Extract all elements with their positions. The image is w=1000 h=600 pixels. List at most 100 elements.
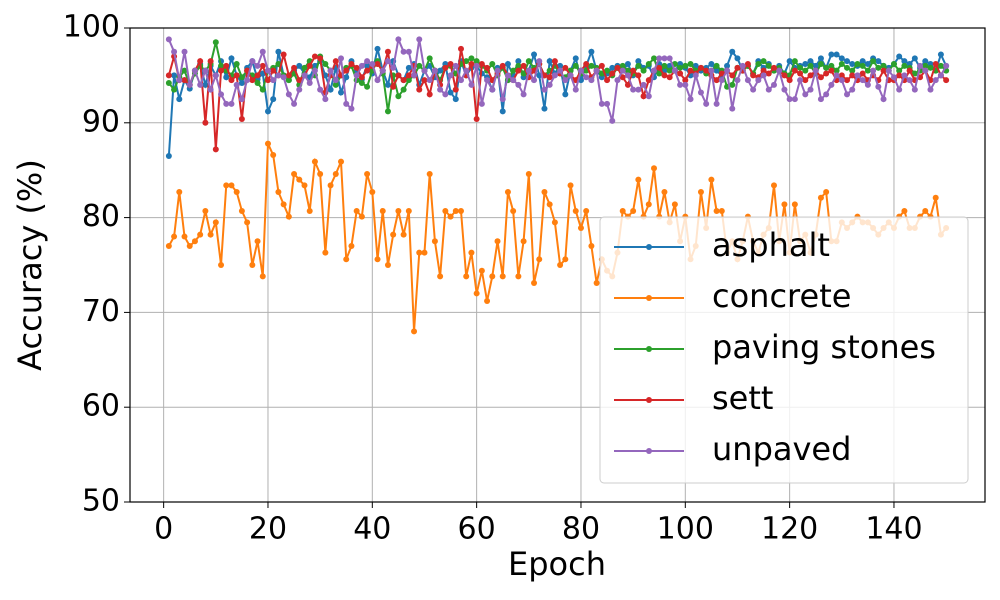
- data-point: [457, 45, 464, 52]
- data-point: [317, 86, 324, 93]
- data-point: [296, 86, 303, 93]
- data-point: [353, 72, 360, 79]
- data-point: [264, 140, 271, 147]
- data-point: [270, 67, 277, 74]
- data-point: [536, 58, 543, 65]
- data-point: [713, 100, 720, 107]
- data-point: [228, 55, 235, 62]
- data-point: [614, 77, 621, 84]
- x-tick-label: 40: [353, 512, 391, 547]
- data-point: [421, 77, 428, 84]
- data-point: [666, 74, 673, 81]
- data-point: [713, 77, 720, 84]
- data-point: [943, 77, 950, 84]
- data-point: [270, 77, 277, 84]
- data-point: [922, 207, 929, 214]
- data-point: [478, 100, 485, 107]
- data-point: [259, 62, 266, 69]
- data-point: [551, 58, 558, 65]
- data-point: [844, 91, 851, 98]
- data-point: [452, 96, 459, 103]
- data-point: [630, 86, 637, 93]
- data-point: [770, 64, 777, 71]
- data-point: [202, 119, 209, 126]
- data-point: [786, 58, 793, 65]
- data-point: [890, 74, 897, 81]
- data-point: [400, 86, 407, 93]
- data-point: [593, 280, 600, 287]
- data-point: [181, 77, 188, 84]
- data-point: [645, 93, 652, 100]
- data-point: [802, 61, 809, 68]
- data-point: [327, 86, 334, 93]
- data-point: [781, 201, 788, 208]
- data-point: [395, 207, 402, 214]
- data-point: [666, 55, 673, 62]
- data-point: [880, 67, 887, 74]
- data-point: [207, 231, 214, 238]
- data-point: [802, 91, 809, 98]
- data-point: [238, 96, 245, 103]
- data-point: [760, 72, 767, 79]
- data-point: [301, 72, 308, 79]
- data-point: [197, 58, 204, 65]
- data-point: [338, 55, 345, 62]
- data-point: [896, 53, 903, 60]
- data-point: [463, 67, 470, 74]
- data-point: [656, 70, 663, 77]
- data-point: [901, 62, 908, 69]
- data-point: [384, 58, 391, 65]
- data-point: [812, 67, 819, 74]
- data-point: [296, 176, 303, 183]
- data-point: [202, 67, 209, 74]
- data-point: [525, 67, 532, 74]
- data-point: [713, 67, 720, 74]
- data-point: [546, 58, 553, 65]
- data-point: [718, 70, 725, 77]
- data-point: [171, 233, 178, 240]
- data-point: [635, 62, 642, 69]
- data-point: [833, 67, 840, 74]
- x-tick-label: 20: [249, 512, 287, 547]
- x-tick-label: 120: [761, 512, 818, 547]
- data-point: [797, 70, 804, 77]
- data-point: [374, 61, 381, 68]
- data-point: [551, 219, 558, 226]
- legend-label: paving stones: [712, 328, 936, 366]
- data-point: [781, 86, 788, 93]
- data-point: [588, 62, 595, 69]
- data-point: [640, 67, 647, 74]
- data-point: [327, 182, 334, 189]
- data-point: [671, 67, 678, 74]
- data-point: [755, 61, 762, 68]
- data-point: [484, 77, 491, 84]
- data-point: [864, 67, 871, 74]
- data-point: [228, 77, 235, 84]
- data-point: [734, 55, 741, 62]
- data-point: [791, 96, 798, 103]
- data-point: [817, 55, 824, 62]
- data-point: [583, 207, 590, 214]
- data-point: [384, 81, 391, 88]
- data-point: [619, 62, 626, 69]
- data-point: [593, 67, 600, 74]
- data-point: [238, 116, 245, 123]
- data-point: [943, 62, 950, 69]
- data-point: [797, 77, 804, 84]
- data-point: [760, 67, 767, 74]
- data-point: [838, 61, 845, 68]
- data-point: [645, 201, 652, 208]
- data-point: [890, 61, 897, 68]
- data-point: [604, 67, 611, 74]
- data-point: [713, 207, 720, 214]
- data-point: [447, 89, 454, 96]
- data-point: [468, 81, 475, 88]
- data-point: [817, 74, 824, 81]
- y-tick-label: 60: [82, 389, 120, 424]
- data-point: [416, 249, 423, 256]
- data-point: [218, 67, 225, 74]
- data-point: [447, 213, 454, 220]
- data-point: [750, 72, 757, 79]
- data-point: [405, 72, 412, 79]
- data-point: [588, 243, 595, 250]
